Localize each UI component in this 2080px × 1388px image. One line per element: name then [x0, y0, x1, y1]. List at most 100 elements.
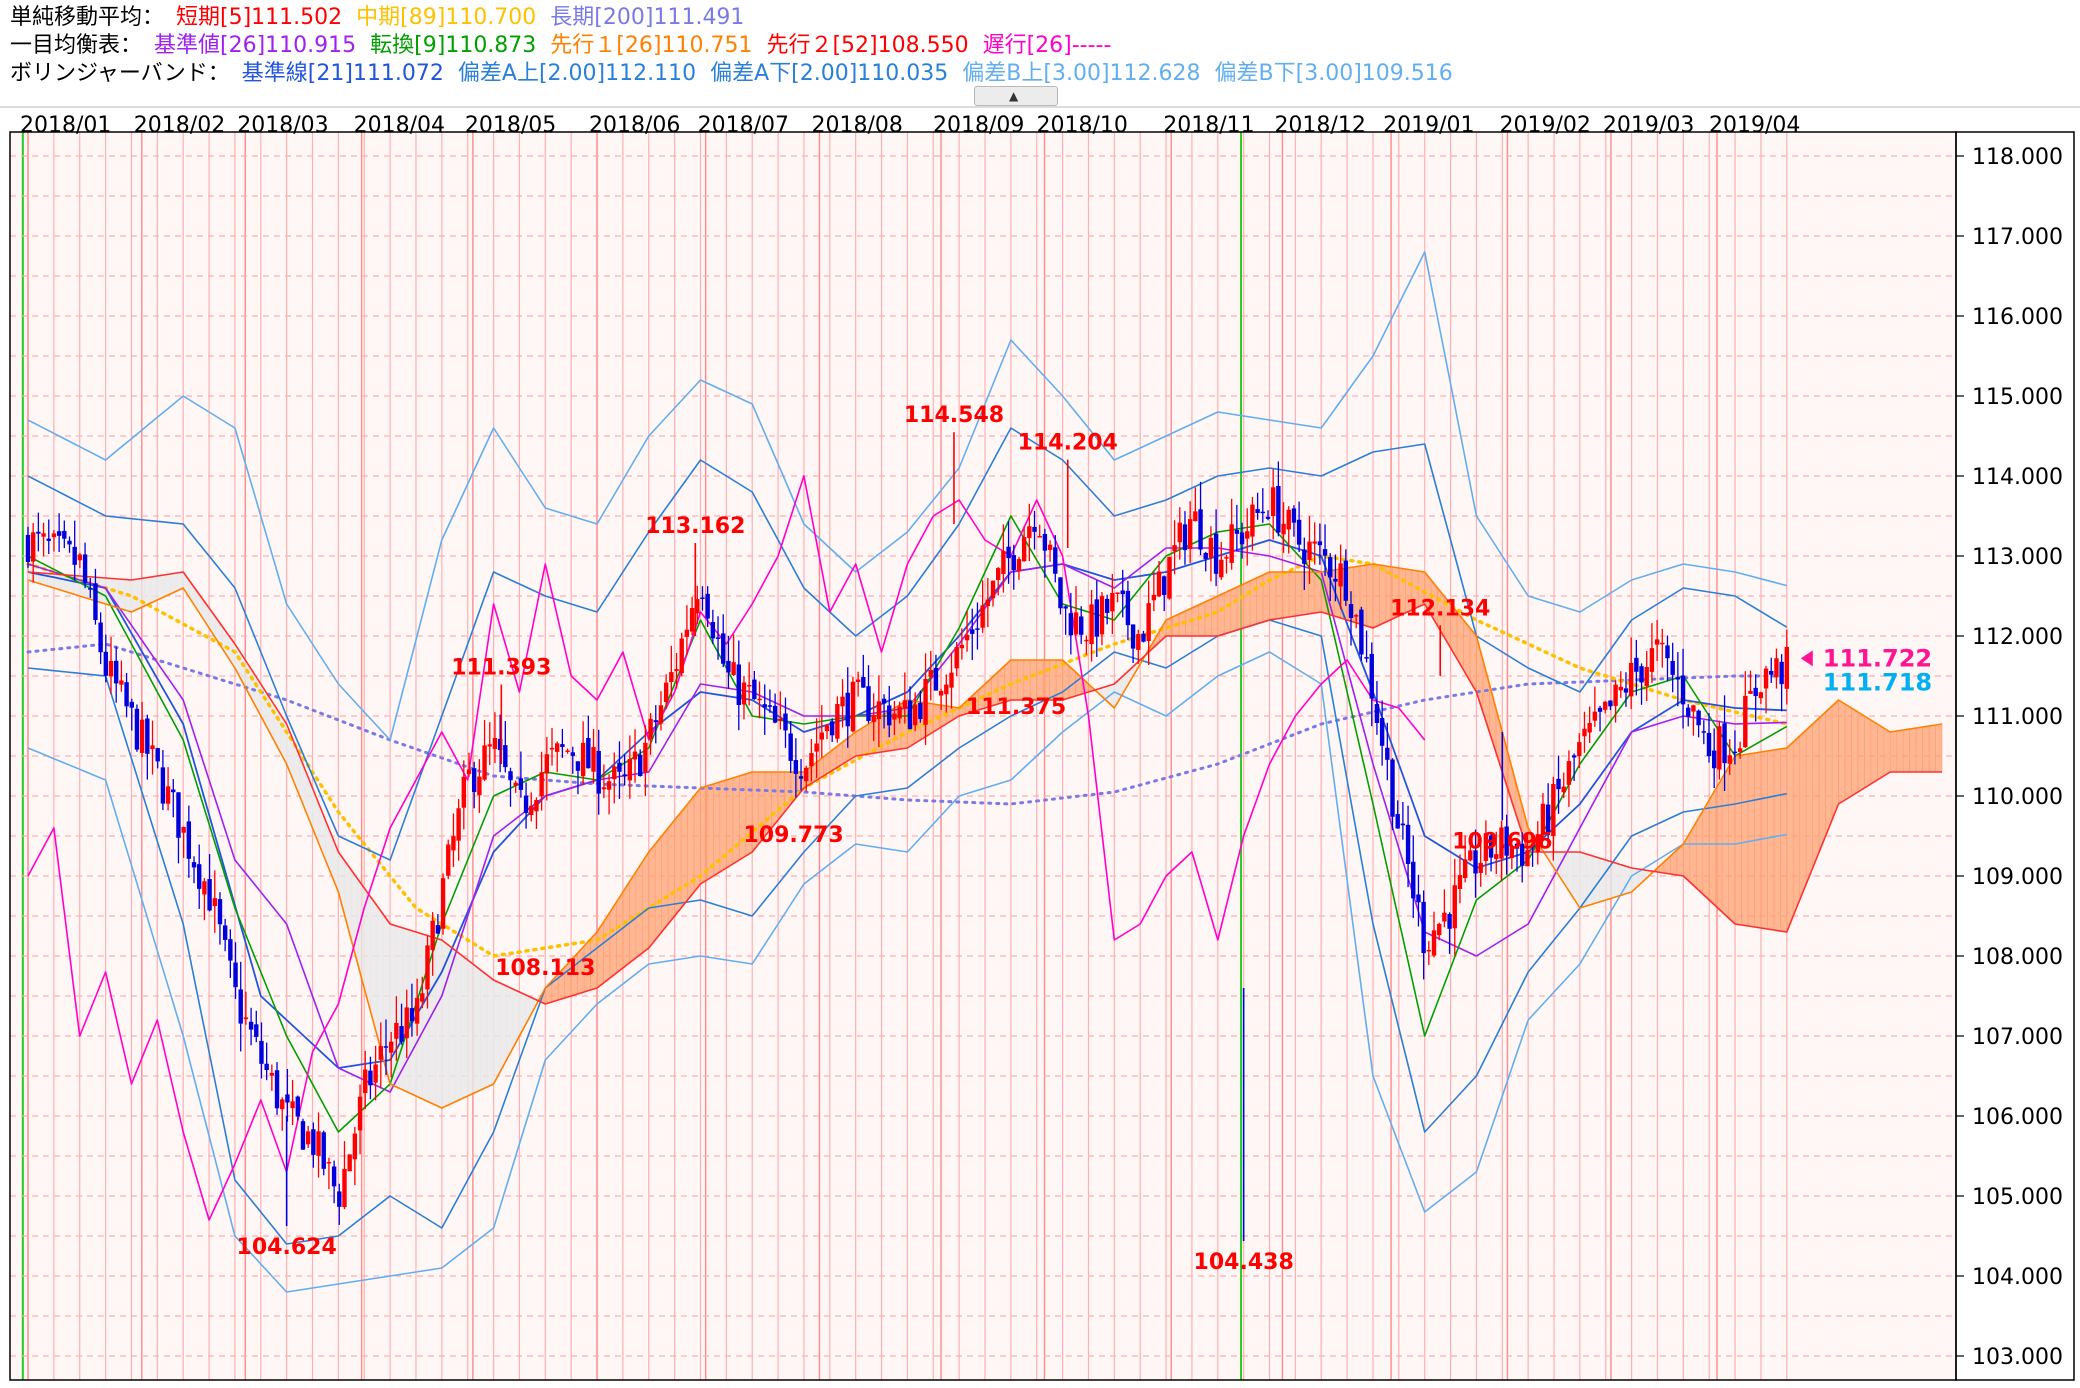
bull-candle — [1156, 571, 1162, 597]
cloud-segment — [1792, 735, 1801, 917]
bull-candle — [1110, 593, 1115, 612]
bull-candle — [1468, 850, 1473, 861]
bear-candle — [933, 667, 939, 691]
bull-candle — [674, 669, 679, 671]
bear-candle — [1058, 577, 1063, 609]
cloud-segment — [1935, 723, 1943, 773]
cloud-segment — [467, 959, 475, 1097]
cloud-segment — [603, 910, 611, 984]
bear-candle — [1265, 516, 1271, 519]
bull-candle — [1509, 846, 1515, 858]
bear-candle — [82, 554, 88, 583]
bear-candle — [238, 989, 243, 1024]
legend-panel: 単純移動平均： 短期[5]111.502 中期[89]110.700 長期[200]1… — [0, 0, 2080, 88]
bull-candle — [373, 1064, 378, 1083]
bear-candle — [124, 682, 129, 707]
bull-candle — [1618, 686, 1623, 691]
price-annotation: 112.134 — [1390, 596, 1490, 621]
price-annotation: 114.548 — [904, 403, 1004, 428]
bull-candle — [1758, 692, 1764, 699]
indicator-lines — [26, 251, 1943, 1293]
bear-candle — [1234, 529, 1240, 534]
cloud-segment — [661, 827, 669, 933]
cloud-segment — [1256, 574, 1264, 625]
x-axis-label: 2018/04 — [354, 113, 445, 138]
ichimoku-span2-value: 先行２[52]108.550 — [766, 33, 969, 58]
bollinger-legend: ボリンジャーバンド： 基準線[21]111.072 偏差A上[2.00]112.11… — [10, 60, 1467, 88]
x-axis-label: 2018/06 — [589, 113, 680, 138]
bull-candle — [420, 993, 425, 1002]
series-line-先行２52 — [27, 571, 1942, 1005]
cloud-segment — [1042, 659, 1050, 701]
bear-candle — [523, 795, 529, 813]
bear-candle — [1042, 534, 1048, 551]
bull-candle — [1566, 761, 1572, 785]
bear-candle — [586, 737, 591, 769]
bear-candle — [1706, 732, 1712, 757]
bear-candle — [1665, 645, 1670, 659]
bull-candle — [1001, 551, 1006, 574]
cloud-segment — [1773, 748, 1781, 932]
bear-candle — [113, 660, 119, 684]
bear-candle — [1053, 547, 1058, 574]
cloud-segment — [1728, 754, 1736, 925]
bear-candle — [1530, 845, 1535, 847]
bear-candle — [1571, 755, 1577, 758]
y-tick-label: 116.000 — [1972, 305, 2063, 330]
bear-candle — [274, 1070, 280, 1109]
cloud-segment — [1715, 776, 1723, 913]
cloud-segment — [435, 937, 443, 1109]
cloud-segment — [1741, 753, 1749, 927]
cloud-segment — [609, 900, 617, 979]
bull-candle — [513, 782, 518, 786]
bear-candle — [1333, 578, 1338, 582]
bull-candle — [580, 742, 586, 777]
bull-candle — [1727, 755, 1732, 764]
bear-candle — [233, 962, 238, 988]
cloud-segment — [493, 979, 501, 1085]
bull-candle — [565, 750, 570, 752]
bear-candle — [1686, 707, 1691, 717]
bear-candle — [752, 679, 757, 700]
sma-long-value: 長期[200]111.491 — [550, 5, 745, 30]
bear-candle — [970, 629, 975, 634]
bear-candle — [56, 531, 62, 536]
bear-candle — [881, 698, 887, 704]
cloud-segment — [641, 850, 650, 954]
bollinger-mid-value: 基準線[21]111.072 — [241, 61, 444, 86]
bull-candle — [529, 805, 534, 816]
bear-candle — [285, 1094, 290, 1103]
price-annotation: 104.624 — [237, 1235, 337, 1260]
bear-candle — [736, 664, 741, 705]
bear-candle — [793, 760, 799, 774]
collapse-legend-button[interactable]: ▲ — [974, 86, 1058, 106]
ichimoku-chikou-value: 遅行[26]----- — [982, 33, 1112, 58]
bollinger-a-upper-value: 偏差A上[2.00]112.110 — [457, 61, 697, 86]
bull-candle — [746, 685, 752, 687]
cloud-segment — [499, 982, 507, 1073]
bull-candle — [1250, 504, 1255, 537]
bear-candle — [1447, 914, 1452, 929]
bear-candle — [1545, 804, 1551, 833]
bull-candle — [1089, 604, 1094, 645]
bear-candle — [103, 651, 109, 676]
cloud-segment — [1605, 859, 1613, 901]
cloud-segment — [1611, 861, 1619, 899]
bear-candle — [560, 744, 565, 747]
bull-candle — [1270, 487, 1276, 517]
cloud-segment — [1831, 699, 1839, 821]
bear-candle — [1675, 677, 1681, 680]
price-annotation: 104.438 — [1194, 1250, 1294, 1275]
ichimoku-legend: 一目均衡表： 基準値[26]110.915 転換[9]110.873 先行１[26]1… — [10, 32, 1125, 60]
cloud-segment — [1010, 659, 1018, 701]
bull-candle — [928, 669, 933, 677]
bull-candle — [1286, 509, 1291, 530]
bear-candle — [171, 789, 176, 793]
bull-candle — [482, 745, 487, 780]
current-price-marker — [1800, 650, 1813, 667]
bear-candle — [67, 540, 72, 545]
cloud-segment — [1372, 563, 1380, 629]
bull-candle — [326, 1161, 332, 1164]
bull-candle — [871, 714, 876, 723]
